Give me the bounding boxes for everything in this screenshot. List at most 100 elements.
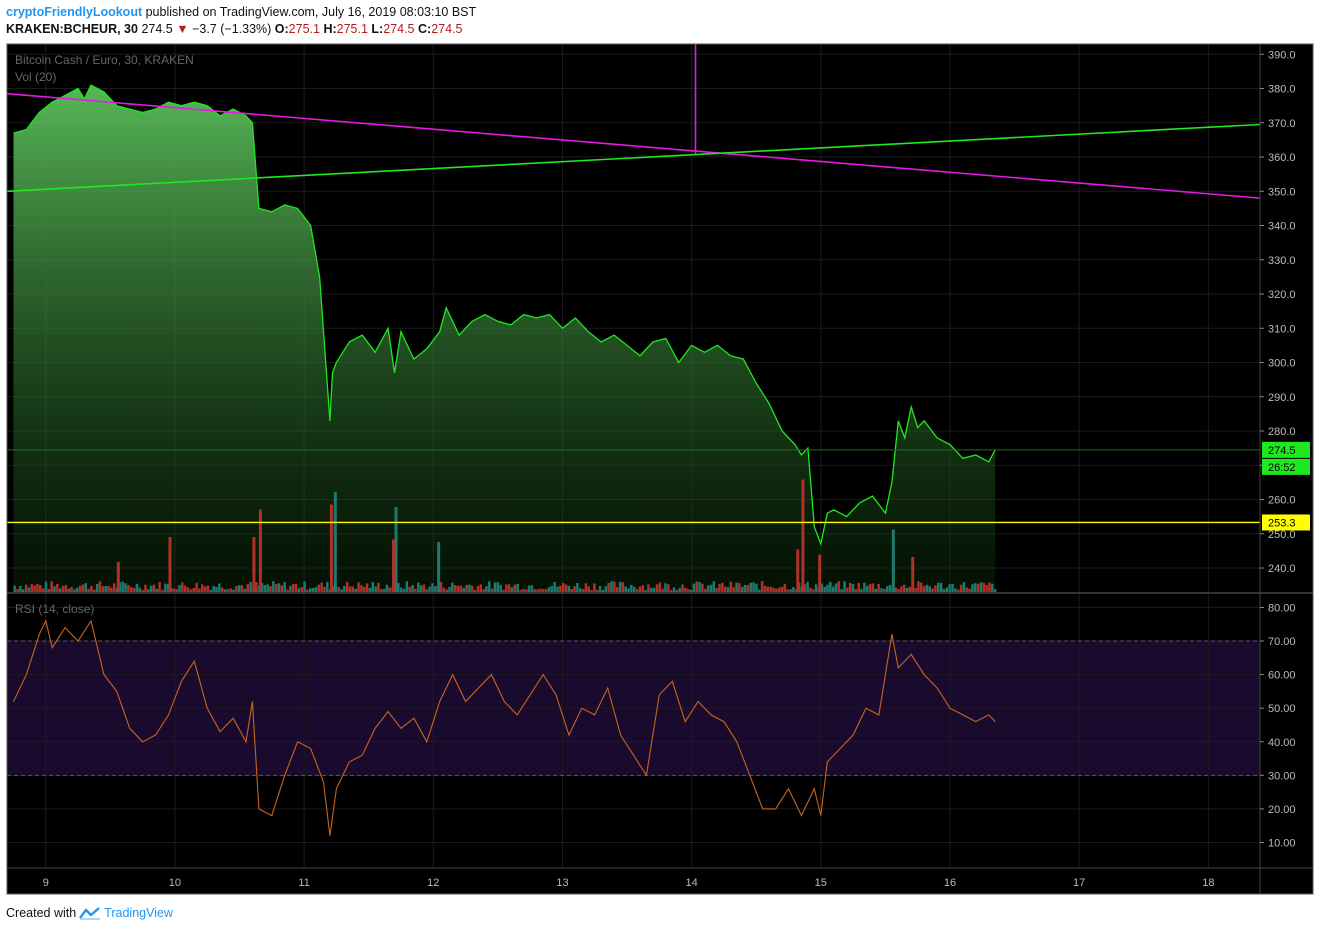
volume-bar	[638, 586, 642, 592]
volume-bar	[652, 587, 656, 592]
volume-bar	[87, 588, 90, 592]
volume-bar	[868, 583, 872, 592]
volume-bar	[47, 588, 51, 592]
volume-bar	[374, 586, 377, 592]
volume-bar	[385, 584, 389, 592]
volume-bar	[175, 589, 178, 592]
volume-bar	[908, 586, 912, 592]
open-value: 275.1	[288, 22, 320, 36]
time-tick-label: 12	[427, 877, 439, 889]
volume-bar	[971, 584, 974, 592]
volume-bar	[357, 582, 360, 592]
rsi-indicator-label: RSI (14, close)	[15, 602, 94, 616]
last-price-badge-bg	[1262, 441, 1310, 458]
volume-bar	[456, 585, 460, 592]
support-level-badge-bg	[1262, 514, 1310, 531]
volume-bar	[351, 586, 355, 592]
volume-bar	[658, 582, 662, 592]
volume-bar	[564, 584, 568, 592]
volume-bar	[542, 588, 545, 592]
high-label: H:	[323, 22, 337, 36]
volume-bar	[405, 581, 409, 592]
volume-bar	[544, 589, 548, 592]
volume-bar	[894, 587, 897, 592]
volume-bar	[723, 586, 727, 592]
rsi-tick-label: 80.00	[1268, 602, 1296, 614]
tradingview-logo-icon	[79, 907, 101, 920]
volume-bar	[333, 492, 337, 592]
volume-bar	[848, 582, 852, 592]
volume-bar	[573, 586, 576, 592]
volume-bar	[618, 581, 622, 592]
price-tick-label: 280.0	[1268, 426, 1296, 438]
volume-bar	[945, 587, 949, 592]
volume-bar	[823, 586, 826, 592]
volume-bar	[883, 588, 886, 592]
countdown-badge-bg	[1262, 458, 1310, 475]
volume-bar	[956, 589, 960, 592]
volume-bar	[959, 584, 963, 592]
countdown-badge: 26:52	[1268, 462, 1296, 474]
volume-bar	[897, 588, 900, 592]
price-tick-label: 310.0	[1268, 323, 1296, 335]
volume-bar	[627, 588, 630, 592]
volume-bar	[320, 582, 323, 592]
volume-bar	[255, 582, 258, 592]
volume-bar	[337, 587, 340, 592]
volume-bar	[411, 584, 414, 592]
volume-bar	[41, 588, 45, 592]
volume-bar	[888, 585, 892, 592]
high-value: 275.1	[336, 22, 368, 36]
volume-bar	[168, 537, 172, 592]
volume-bar	[644, 589, 647, 592]
volume-bar	[382, 588, 386, 592]
volume-bar	[755, 583, 758, 592]
volume-bar	[891, 529, 895, 592]
volume-bar	[280, 585, 284, 592]
volume-bar	[365, 583, 369, 592]
author-link[interactable]: cryptoFriendlyLookout	[6, 5, 143, 19]
volume-bar	[743, 584, 747, 592]
volume-bar	[530, 585, 534, 592]
volume-bar	[818, 554, 822, 592]
price-area	[13, 85, 996, 592]
volume-bar	[507, 584, 511, 592]
volume-bar	[50, 581, 53, 592]
descending-trend-line	[6, 92, 1261, 199]
volume-bar	[348, 586, 352, 592]
volume-bar	[323, 586, 326, 592]
volume-bar	[937, 582, 940, 592]
volume-bar	[192, 587, 195, 592]
volume-bar	[459, 585, 463, 592]
volume-bar	[976, 583, 980, 592]
volume-bar	[766, 586, 770, 592]
volume-bar	[84, 583, 88, 592]
volume-bar	[235, 586, 238, 592]
time-tick-label: 10	[169, 877, 181, 889]
volume-bar	[801, 479, 805, 592]
volume-bar	[584, 583, 588, 592]
volume-bar	[647, 584, 650, 592]
volume-bar	[124, 583, 127, 592]
volume-bar	[922, 586, 926, 592]
volume-bar	[127, 585, 130, 592]
time-tick-label: 17	[1073, 877, 1085, 889]
volume-bar	[829, 581, 832, 592]
volume-bar	[291, 584, 295, 592]
volume-bar	[408, 586, 411, 592]
volume-bar	[988, 582, 991, 592]
volume-bar	[343, 585, 346, 592]
time-tick-label: 11	[298, 877, 309, 889]
volume-bar	[974, 583, 977, 592]
volume-bar	[624, 586, 627, 592]
volume-bar	[181, 582, 184, 592]
price-tick-label: 240.0	[1268, 563, 1296, 575]
volume-bar	[209, 589, 213, 592]
volume-bar	[689, 589, 693, 592]
volume-bar	[939, 582, 943, 592]
tradingview-link[interactable]: TradingView	[104, 906, 173, 920]
volume-bar	[303, 581, 306, 592]
volume-bar	[468, 584, 471, 592]
volume-bar	[593, 583, 596, 592]
